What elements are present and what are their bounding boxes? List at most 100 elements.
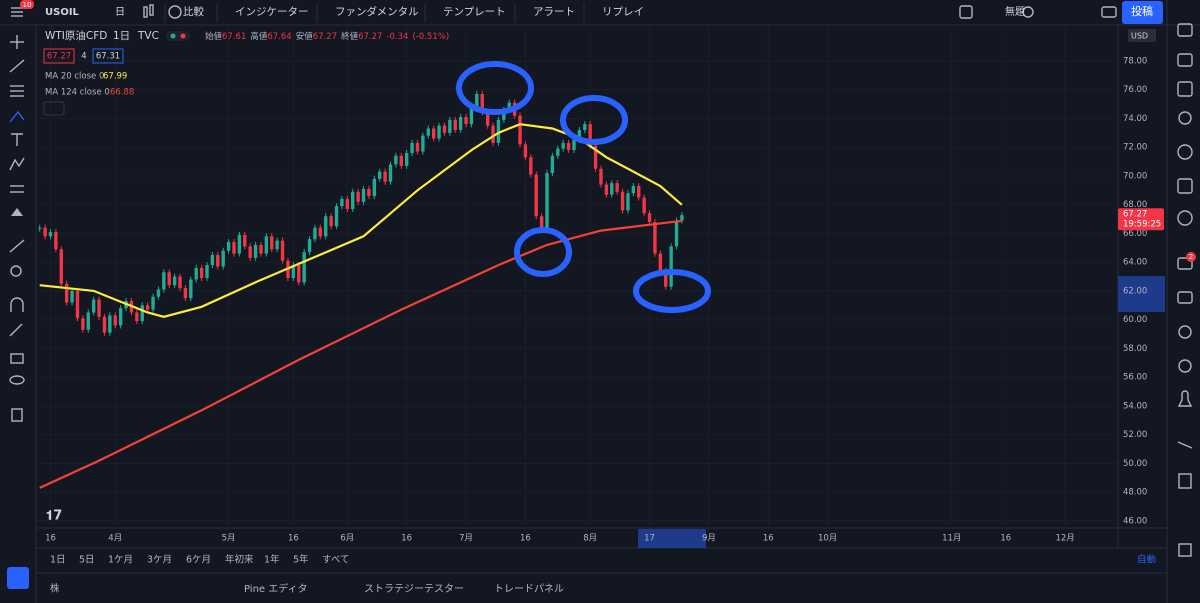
ohlc-part: 高値 [250,31,268,42]
legend-value: 66.88 [110,88,134,98]
x-tick-label: 16 [288,534,299,544]
candle [345,198,350,210]
range-button[interactable]: 6ケ月 [186,555,211,566]
candle [610,183,614,195]
x-tick-label: 5月 [222,534,236,544]
candle [653,221,657,254]
y-tick-label: 56.00 [1123,373,1147,383]
range-button[interactable]: 1ケ月 [108,555,133,566]
bottom-tab[interactable]: Pine エディタ [244,582,308,595]
candle [151,296,155,310]
y-tick-label: 64.00 [1123,258,1147,268]
annotations [456,61,711,313]
symbol-title: WTI原油CFD [45,29,107,42]
settings-icon[interactable] [1022,6,1034,18]
range-button[interactable]: 1年 [264,554,280,566]
x-tick-label: 12月 [1055,534,1074,544]
logo: 𝟏𝟳 [46,509,62,524]
candle [243,234,247,247]
toolbar-button[interactable]: インジケーター [235,6,309,18]
y-tick-label: 66.00 [1123,229,1147,239]
publish-button[interactable] [1122,1,1163,24]
layout-name[interactable]: 無題 [1005,5,1025,18]
candle [378,171,382,179]
candle [54,232,58,250]
collapse-legend[interactable] [43,101,65,116]
status-dot [180,33,186,39]
candle [556,148,560,156]
candle [647,213,652,222]
ma-line [39,123,683,318]
bottom-tab[interactable]: トレードパネル [494,583,564,595]
y-tick-label: 58.00 [1123,344,1147,354]
candle [37,227,42,229]
candle [437,125,441,139]
layout-icon[interactable] [959,5,973,19]
candle [221,250,225,267]
snapshot-icon[interactable] [1101,6,1117,18]
range-button[interactable]: 3ケ月 [147,555,172,566]
range-button[interactable]: 5日 [79,555,95,566]
candle-style-icon[interactable] [143,4,154,18]
candle [59,249,63,284]
candle [577,129,582,141]
candle [302,252,306,283]
range-button[interactable]: 5年 [293,554,309,566]
menu-icon[interactable] [11,7,23,17]
compare-icon[interactable] [168,5,182,19]
candle [307,239,312,253]
candle [135,312,139,322]
currency[interactable]: USD [1131,32,1148,41]
watchlist-star[interactable] [7,567,29,589]
x-tick-label: 6月 [340,534,354,544]
y-tick-label: 70.00 [1123,171,1147,181]
ma-line [39,219,683,489]
candle [334,206,339,227]
toolbar-button[interactable]: アラート [533,6,575,18]
toolbar-button[interactable]: 比較 [183,5,204,18]
toolbar-button[interactable]: リプレイ [602,6,644,18]
candle [167,272,171,286]
y-tick-label: 76.00 [1123,85,1147,95]
legend-entry[interactable]: MA 124 close 0 [45,88,110,98]
x-tick-label: 16 [1000,534,1011,544]
range-button[interactable]: 1日 [50,555,66,566]
candle [464,117,468,125]
candle [502,109,506,120]
y-tick-label: 60.00 [1123,315,1147,325]
ohlc-part: 67.64 [267,32,291,42]
interval[interactable]: 日 [115,7,125,18]
candle [340,198,344,207]
bottom-tab[interactable]: ストラテジーテスター [364,583,464,595]
toolbar-button[interactable]: ファンダメンタル [335,5,419,18]
bottom-left: 株 [50,583,60,595]
symbol[interactable]: USOIL [45,7,80,18]
x-tick-label: 7月 [459,534,473,544]
candle [270,236,274,250]
range-button[interactable]: すべて [322,555,349,566]
candle [572,140,576,151]
range-button[interactable]: 年初来 [225,554,254,566]
legend-interval: 1日 [113,30,130,42]
y-tick-label: 50.00 [1123,459,1147,469]
candle [280,240,285,261]
candle [626,193,630,211]
candle [680,215,684,221]
candle [140,305,144,322]
ohlc-part: 終値 [341,31,359,42]
x-tick-label: 17 [644,534,655,544]
candle [102,316,107,333]
candle [561,142,565,149]
publish-label[interactable]: 投稿 [1131,4,1153,18]
auto-scale[interactable]: 自動 [1137,554,1156,566]
toolbar-button[interactable]: テンプレート [443,6,506,18]
x-tick-label: 8月 [583,534,597,544]
candle [248,246,252,258]
time-cursor-highlight [638,529,706,548]
legend-entry[interactable]: MA 20 close 0 [45,72,104,82]
candle [593,145,598,169]
price-cursor-highlight [1118,276,1165,312]
candle [507,102,511,110]
candle [426,128,430,136]
